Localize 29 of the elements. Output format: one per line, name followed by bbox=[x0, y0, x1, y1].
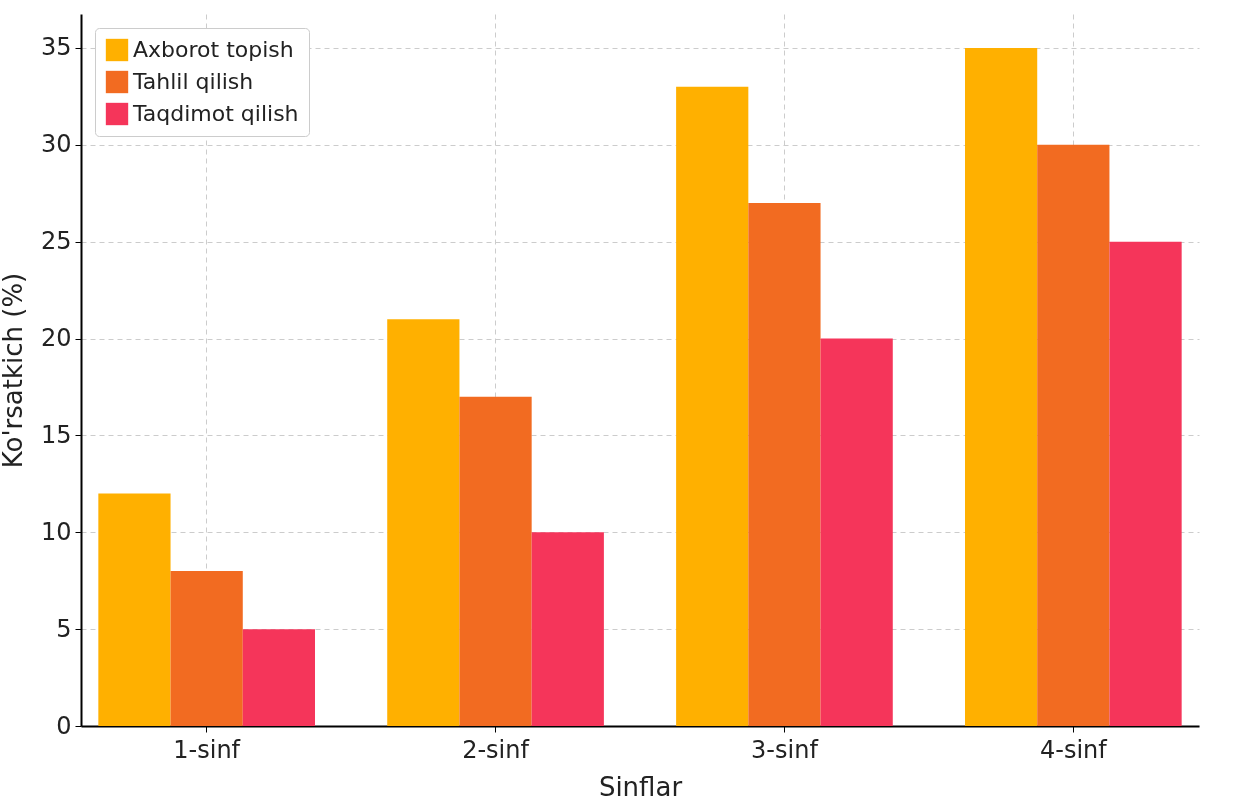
bar bbox=[676, 86, 749, 726]
y-tick-label: 20 bbox=[40, 324, 72, 353]
legend-label: Tahlil qilish bbox=[132, 69, 254, 94]
bar bbox=[1037, 144, 1110, 726]
y-tick-label: 35 bbox=[40, 33, 72, 62]
legend-label: Axborot topish bbox=[133, 37, 294, 62]
y-tick-label: 5 bbox=[56, 614, 72, 643]
bar bbox=[387, 319, 460, 726]
y-tick-label: 25 bbox=[40, 227, 72, 256]
bar bbox=[459, 396, 532, 726]
bar bbox=[1109, 241, 1182, 726]
x-axis-title: Sinflar bbox=[598, 771, 683, 801]
x-tick-label: 2-sinf bbox=[462, 735, 530, 764]
x-tick-label: 1-sinf bbox=[173, 735, 241, 764]
bar bbox=[98, 493, 171, 726]
y-tick-label: 10 bbox=[40, 517, 72, 546]
bar bbox=[170, 571, 243, 726]
bar bbox=[965, 47, 1038, 726]
bar bbox=[820, 338, 893, 726]
y-axis-title: Ko'rsatkich (%) bbox=[0, 272, 28, 469]
bar bbox=[531, 532, 604, 726]
y-tick-label: 0 bbox=[56, 711, 72, 740]
bar bbox=[748, 202, 821, 726]
y-tick-label: 15 bbox=[40, 420, 72, 449]
bar bbox=[242, 629, 315, 726]
legend-label: Taqdimot qilish bbox=[132, 101, 299, 126]
x-tick-label: 4-sinf bbox=[1039, 735, 1108, 764]
y-tick-label: 30 bbox=[40, 130, 72, 159]
x-tick-label: 3-sinf bbox=[751, 735, 819, 764]
